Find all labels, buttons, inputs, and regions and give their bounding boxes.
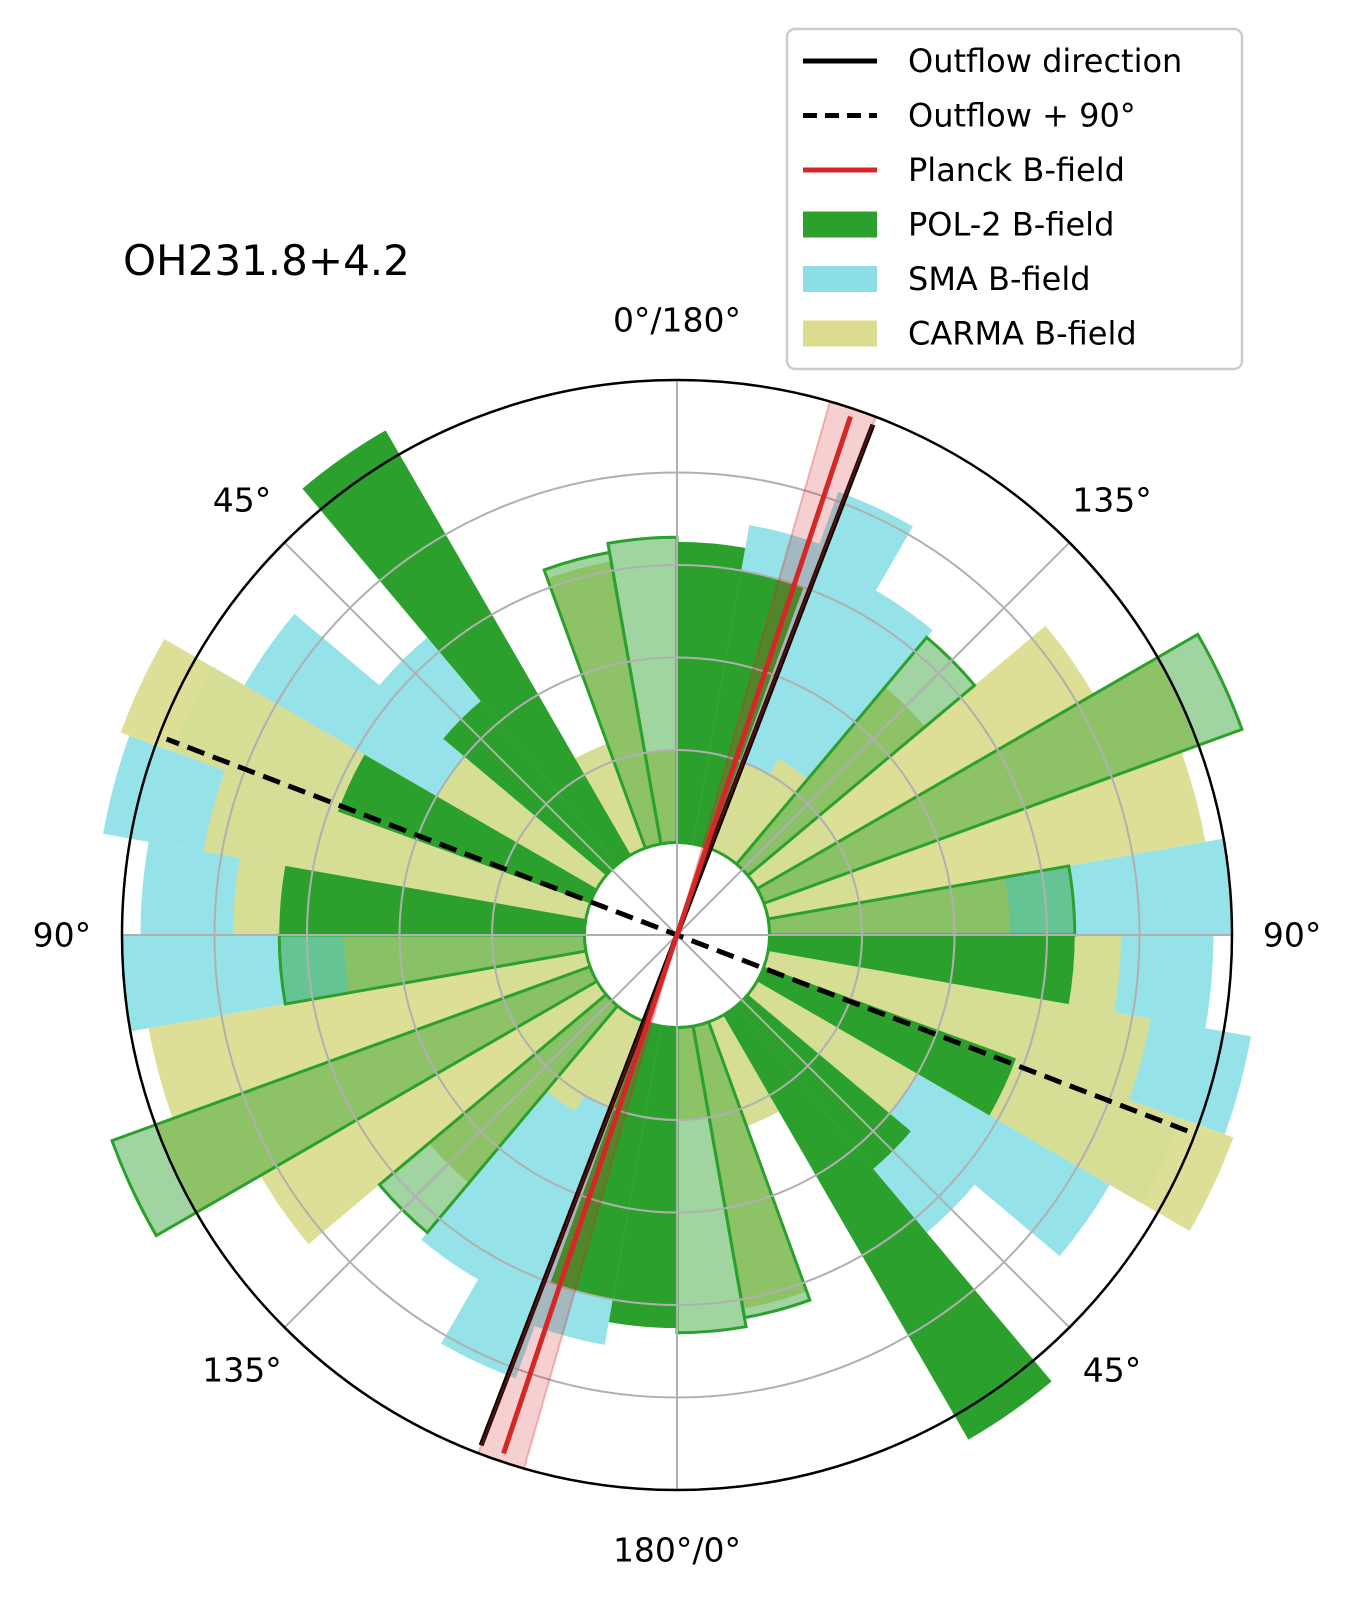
legend-label-carma-b-field: CARMA B-field — [908, 315, 1137, 353]
tick-label-135: 45° — [1083, 1350, 1142, 1389]
legend-swatch-sma-b-field — [803, 266, 877, 292]
bar-carma-b-field-17 — [677, 1026, 710, 1120]
bar-pol-2-b-field-2 — [768, 935, 1075, 1005]
grid-spoke-45 — [676, 541, 1071, 936]
bar-carma-b-field-6 — [757, 657, 1199, 904]
bar-carma-b-field-8 — [768, 877, 1010, 935]
polar-frame — [120, 378, 1234, 1492]
bar-carma-b-field-7-mirror — [148, 951, 591, 1119]
bar-sma-b-field-2 — [708, 491, 913, 855]
bar-carma-b-field-7 — [763, 751, 1206, 919]
outer-circle — [120, 378, 1234, 1492]
grid-spoke-135 — [676, 934, 1071, 1329]
bar-carma-b-field-10-mirror — [203, 770, 591, 919]
bar-carma-b-field-12-mirror — [436, 756, 607, 889]
bar-carma-b-field-10 — [763, 951, 1151, 1100]
legend-label-outflow-direction: Outflow direction — [908, 42, 1182, 80]
planck-b-field-line — [501, 415, 853, 1455]
grid-spoke-315 — [283, 541, 678, 936]
bar-pol-2-b-field-5 — [723, 1005, 1052, 1440]
chart-title: OH231.8+4.2 — [123, 236, 410, 285]
bar-carma-b-field-8-mirror — [344, 935, 586, 993]
legend-label-sma-b-field: SMA B-field — [908, 260, 1091, 298]
bar-carma-b-field-12 — [747, 981, 918, 1114]
bar-pol-2-b-field-3-mirror — [338, 754, 597, 904]
bar-carma-b-field-6-mirror — [155, 966, 597, 1213]
bar-pol-2-b-field-2-mirror — [279, 865, 586, 935]
tick-label-90: 90° — [1263, 916, 1322, 955]
tick-label-225: 135° — [202, 1350, 282, 1389]
bar-carma-b-field-2 — [708, 761, 770, 855]
bar-carma-b-field-5 — [747, 625, 1094, 889]
bar-carma-b-field-2-mirror — [584, 1015, 646, 1109]
legend-box — [785, 27, 1244, 371]
bar-carma-b-field-5-mirror — [260, 981, 607, 1245]
bar-pol-2-b-field-5-mirror — [302, 430, 631, 865]
bar-pol-2-b-field-3 — [757, 966, 1016, 1116]
legend-label-planck-b-field: Planck B-field — [908, 151, 1125, 189]
bar-carma-b-field-15 — [708, 1015, 779, 1127]
direction-lines — [165, 400, 1189, 1470]
legend: Outflow direction Outflow + 90° Planck B-f… — [785, 27, 1244, 371]
tick-label-45: 135° — [1072, 481, 1152, 520]
bar-pol-2-b-field-0 — [677, 541, 746, 844]
grid-spoke-225 — [283, 934, 678, 1329]
bar-sma-b-field-2-mirror — [441, 1015, 646, 1379]
angle-tick-labels: 0°/180° 135° 90° 45° 180°/0° 135° 90° 45° — [33, 300, 1322, 1569]
legend-swatch-carma-b-field — [803, 320, 877, 347]
legend-label-outflow-90: Outflow + 90° — [908, 97, 1136, 135]
legend-label-pol-2-b-field: POL-2 B-field — [908, 206, 1114, 244]
tick-label-315: 45° — [213, 481, 272, 520]
bar-carma-b-field-16 — [693, 1021, 807, 1309]
bar-carma-b-field-16-mirror — [547, 561, 661, 849]
bar-pol-2-b-field-0-mirror — [608, 1026, 677, 1329]
tick-label-270: 90° — [33, 916, 92, 955]
tick-label-180: 180°/0° — [613, 1531, 741, 1570]
tick-label-0: 0°/180° — [613, 300, 741, 339]
legend-swatch-pol-2-b-field — [803, 211, 877, 238]
bar-carma-b-field-15-mirror — [575, 743, 646, 855]
bar-carma-b-field-17-mirror — [644, 750, 677, 844]
